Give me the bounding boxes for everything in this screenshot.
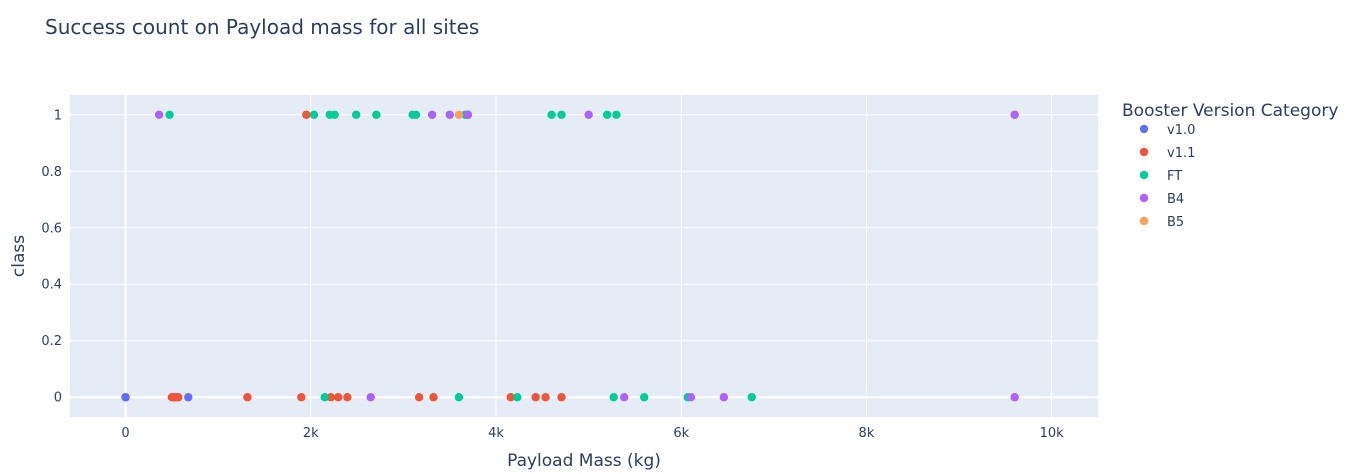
y-tick-label: 1 xyxy=(54,108,62,123)
x-axis-ticks: 0 2k 4k 6k 8k 10k xyxy=(121,426,1064,441)
data-point[interactable] xyxy=(454,110,464,119)
data-point[interactable] xyxy=(513,393,522,402)
y-tick-label: 0.8 xyxy=(41,165,62,180)
legend-marker xyxy=(1139,147,1149,157)
data-point[interactable] xyxy=(541,393,550,402)
legend-item[interactable]: v1.1 xyxy=(1139,146,1196,161)
data-point[interactable] xyxy=(609,393,618,402)
data-point[interactable] xyxy=(602,110,612,119)
grid-lines xyxy=(70,95,1098,417)
data-point[interactable] xyxy=(334,393,343,402)
x-tick-label: 0 xyxy=(121,426,129,441)
data-point[interactable] xyxy=(1010,393,1019,402)
legend[interactable]: v1.0 v1.1 FT B4 B5 xyxy=(1139,123,1196,230)
data-point[interactable] xyxy=(547,110,556,119)
legend-marker xyxy=(1139,124,1149,134)
data-point[interactable] xyxy=(429,393,438,402)
y-tick-label: 0.4 xyxy=(41,278,62,293)
data-point[interactable] xyxy=(351,110,361,119)
x-tick-label: 8k xyxy=(859,426,875,441)
legend-marker xyxy=(1139,216,1149,226)
data-point[interactable] xyxy=(1010,110,1019,119)
data-point[interactable] xyxy=(411,110,421,119)
y-tick-label: 0.2 xyxy=(41,334,62,349)
data-point[interactable] xyxy=(531,393,540,402)
series-v1-1 xyxy=(167,110,566,402)
data-point[interactable] xyxy=(454,393,464,402)
y-axis-ticks: 0 0.2 0.4 0.6 0.8 1 xyxy=(41,108,62,405)
data-points xyxy=(121,110,1019,402)
series-b5 xyxy=(454,110,464,119)
data-point[interactable] xyxy=(302,110,311,119)
legend-label: v1.0 xyxy=(1167,123,1195,138)
data-point[interactable] xyxy=(165,110,174,119)
data-point[interactable] xyxy=(309,110,319,119)
x-axis-title: Payload Mass (kg) xyxy=(507,451,661,471)
data-point[interactable] xyxy=(330,110,339,119)
data-point[interactable] xyxy=(619,393,629,402)
data-point[interactable] xyxy=(184,393,193,402)
data-point[interactable] xyxy=(427,110,437,119)
chart-title: Success count on Payload mass for all si… xyxy=(45,15,479,39)
y-tick-label: 0.6 xyxy=(41,221,62,236)
legend-label: v1.1 xyxy=(1167,146,1195,161)
data-point[interactable] xyxy=(326,393,335,402)
data-point[interactable] xyxy=(343,393,352,402)
y-axis-title: class xyxy=(9,235,29,277)
data-point[interactable] xyxy=(121,393,130,402)
legend-label: B5 xyxy=(1167,215,1184,230)
data-point[interactable] xyxy=(174,393,183,402)
x-tick-label: 10k xyxy=(1040,426,1065,441)
data-point[interactable] xyxy=(639,393,649,402)
legend-label: B4 xyxy=(1167,192,1184,207)
data-point[interactable] xyxy=(372,110,381,119)
legend-marker xyxy=(1139,170,1149,180)
data-point[interactable] xyxy=(584,110,593,119)
data-point[interactable] xyxy=(463,110,473,119)
data-point[interactable] xyxy=(719,393,729,402)
plot-area xyxy=(70,95,1098,417)
data-point[interactable] xyxy=(297,393,306,402)
legend-marker xyxy=(1139,193,1149,203)
legend-item[interactable]: B4 xyxy=(1139,192,1184,207)
data-point[interactable] xyxy=(243,393,252,402)
data-point[interactable] xyxy=(366,393,375,402)
data-point[interactable] xyxy=(445,110,454,119)
data-point[interactable] xyxy=(320,393,329,402)
x-tick-label: 2k xyxy=(303,426,319,441)
data-point[interactable] xyxy=(686,393,696,402)
y-tick-label: 0 xyxy=(54,391,62,406)
series-b4 xyxy=(154,110,1019,402)
legend-item[interactable]: FT xyxy=(1139,169,1182,184)
data-point[interactable] xyxy=(612,110,621,119)
legend-item[interactable]: B5 xyxy=(1139,215,1184,230)
data-point[interactable] xyxy=(747,393,756,402)
legend-title: Booster Version Category xyxy=(1122,101,1338,121)
data-point[interactable] xyxy=(557,110,566,119)
data-point[interactable] xyxy=(154,110,164,119)
data-point[interactable] xyxy=(414,393,424,402)
x-tick-label: 4k xyxy=(488,426,504,441)
x-tick-label: 6k xyxy=(673,426,689,441)
legend-label: FT xyxy=(1167,169,1182,184)
series-ft xyxy=(165,110,756,402)
data-point[interactable] xyxy=(506,393,515,402)
legend-item[interactable]: v1.0 xyxy=(1139,123,1196,138)
data-point[interactable] xyxy=(557,393,566,402)
